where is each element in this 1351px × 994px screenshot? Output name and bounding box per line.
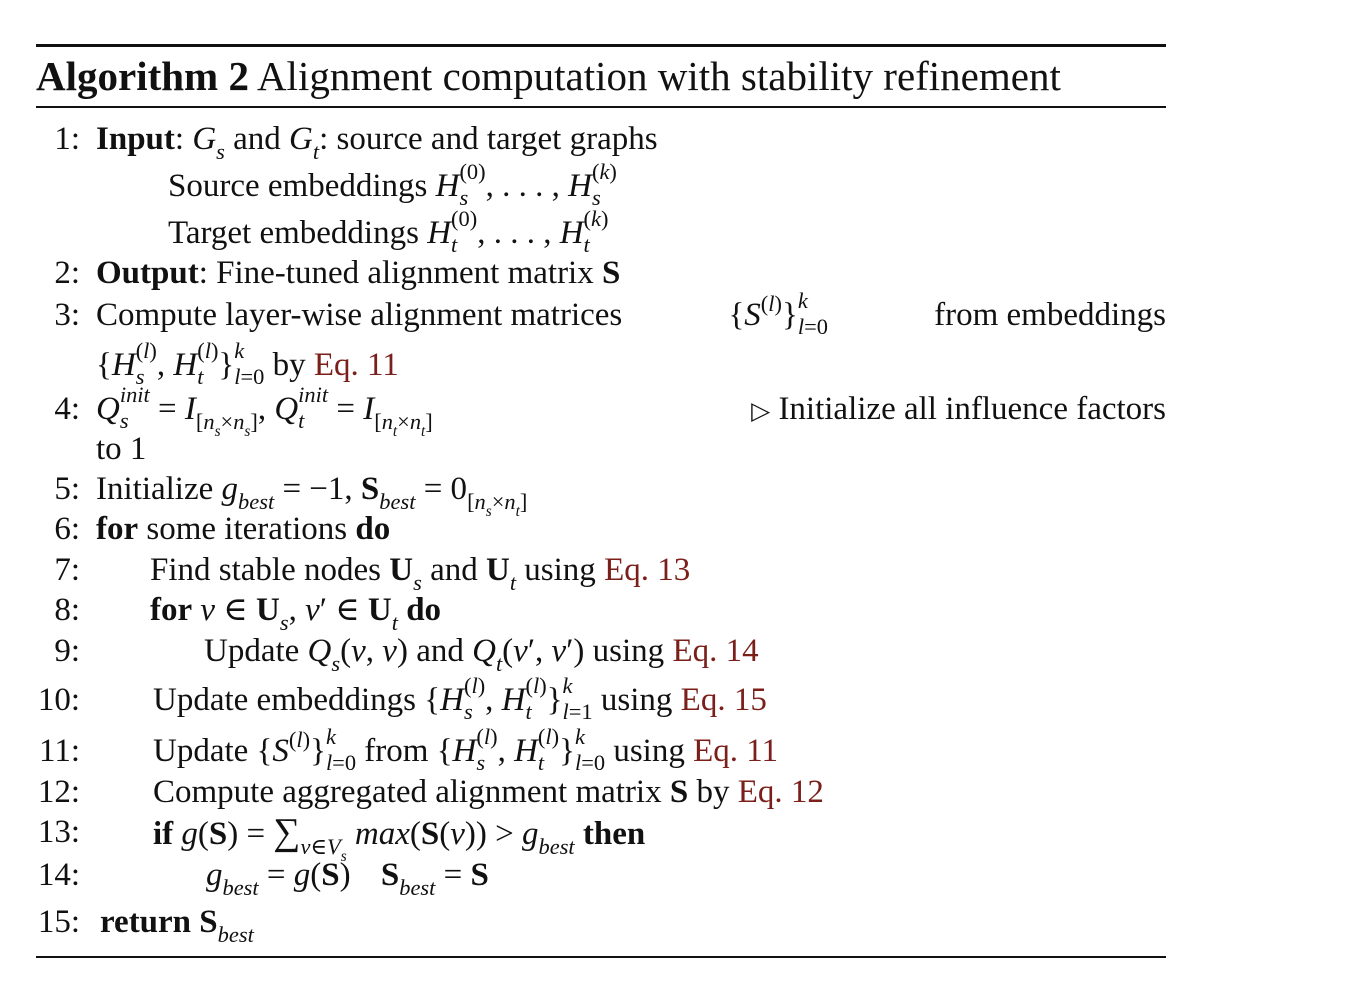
line-number-2: 2: xyxy=(54,255,80,291)
line-number-1: 1: xyxy=(54,121,80,157)
by-text-2: by xyxy=(696,774,730,810)
do-keyword: do xyxy=(355,511,391,547)
do-keyword-inner: do xyxy=(406,592,442,628)
using-text-3: using xyxy=(600,682,673,718)
line-3: Compute layer-wise alignment matrices {S… xyxy=(96,288,1166,339)
output-keyword: Output xyxy=(96,255,199,291)
line-3-cont: {H(l)s(l), H(l)t(l)}kl=0l=0 by Eq. 11 xyxy=(96,338,399,389)
eq12-link[interactable]: Eq. 12 xyxy=(737,774,824,810)
line-9: Update Qs(v, v) and Qt(v′, v′) using Eq.… xyxy=(204,633,759,677)
using-text-2: using xyxy=(592,633,665,669)
algorithm-title: Alignment computation with stability ref… xyxy=(256,53,1061,99)
eq15-link[interactable]: Eq. 15 xyxy=(680,682,767,718)
line-number-9: 9: xyxy=(54,633,80,669)
line-number-6: 6: xyxy=(54,511,80,547)
return-keyword: return xyxy=(100,904,192,940)
eq11-link-2[interactable]: Eq. 11 xyxy=(693,733,779,769)
then-keyword: then xyxy=(582,816,646,852)
line-13: if g(S) = ∑v∈Vs max(S(v)) > gbest then xyxy=(153,811,646,865)
using-text-4: using xyxy=(613,733,685,769)
line-1: Input: Gs and Gt: source and target grap… xyxy=(96,121,658,165)
line-5: Initialize gbest = −1, Sbest = 0[ns×nt] xyxy=(96,471,528,520)
from-embeddings-text: from embeddings xyxy=(934,297,1166,333)
line-15: return Sbest xyxy=(100,904,254,948)
update-text: Update xyxy=(204,633,300,669)
output-desc: Fine-tuned alignment matrix xyxy=(216,255,594,291)
line-number-3: 3: xyxy=(54,297,80,333)
initialize-text: Initialize xyxy=(96,471,214,507)
line-8: for v ∈ Us, v′ ∈ Ut do xyxy=(150,592,442,636)
input-keyword: Input xyxy=(96,121,175,157)
line-number-8: 8: xyxy=(54,592,80,628)
algorithm-label: Algorithm 2 xyxy=(36,53,249,99)
line-2: Output: Fine-tuned alignment matrix S xyxy=(96,255,621,291)
line-number-5: 5: xyxy=(54,471,80,507)
init-comment: Initialize all influence factors xyxy=(778,391,1166,427)
line-number-14: 14: xyxy=(37,857,80,893)
from-text: from xyxy=(364,733,429,769)
caption-rule xyxy=(36,106,1166,108)
update-text-2: Update xyxy=(153,733,249,769)
line-7: Find stable nodes Us and Ut using Eq. 13 xyxy=(150,552,691,596)
for-keyword: for xyxy=(96,511,139,547)
line-12: Compute aggregated alignment matrix S by… xyxy=(153,774,824,810)
and-text-2: and xyxy=(416,633,464,669)
using-text: using xyxy=(524,552,596,588)
line-1-source: Source embeddings H(0)s(0), . . . , H(k)… xyxy=(168,159,617,210)
eq14-link[interactable]: Eq. 14 xyxy=(672,633,759,669)
update-embeddings-text: Update embeddings xyxy=(153,682,417,718)
input-desc: source and target graphs xyxy=(336,121,658,157)
comment-triangle-icon: ▷ xyxy=(751,398,771,425)
line-number-13: 13: xyxy=(37,814,80,850)
line-number-15: 15: xyxy=(37,904,80,940)
line-4-cont: to 1 xyxy=(96,429,146,469)
line-number-7: 7: xyxy=(54,552,80,588)
line-number-4: 4: xyxy=(54,391,80,427)
if-keyword: if xyxy=(153,816,174,852)
line-number-10: 10: xyxy=(37,682,80,718)
for-keyword-inner: for xyxy=(150,592,193,628)
target-embeddings-label: Target embeddings xyxy=(168,215,419,251)
line-1-target: Target embeddings H(0)t(0), . . . , H(k)… xyxy=(168,206,609,257)
eq13-link[interactable]: Eq. 13 xyxy=(604,552,691,588)
top-rule xyxy=(36,44,1166,47)
and-text: and xyxy=(430,552,478,588)
line-10: Update embeddings {H(l)s(l), H(l)t(l)}kl… xyxy=(153,673,767,724)
some-iterations-text: some iterations xyxy=(146,511,348,547)
algorithm-caption: Algorithm 2 Alignment computation with s… xyxy=(36,50,1061,102)
find-stable-text: Find stable nodes xyxy=(150,552,381,588)
by-text: by xyxy=(272,347,306,383)
source-embeddings-label: Source embeddings xyxy=(168,168,428,204)
line-6: for some iterations do xyxy=(96,509,390,549)
line-number-11: 11: xyxy=(39,733,80,769)
compute-agg-text: Compute aggregated alignment matrix xyxy=(153,774,662,810)
line-4: Qinitsinit = I[ns×ns], Qinittinit = I[nt… xyxy=(96,382,1166,440)
bottom-rule xyxy=(36,956,1166,958)
compute-layer-text: Compute layer-wise alignment matrices xyxy=(96,297,623,333)
line-number-12: 12: xyxy=(37,774,80,810)
to-1-text: to 1 xyxy=(96,431,147,467)
eq11-link[interactable]: Eq. 11 xyxy=(313,347,399,383)
line-14: gbest = g(S) Sbest = S xyxy=(206,857,489,901)
line-11: Update {S(l)}kl=0l=0 from {H(l)s(l), H(l… xyxy=(153,724,779,775)
